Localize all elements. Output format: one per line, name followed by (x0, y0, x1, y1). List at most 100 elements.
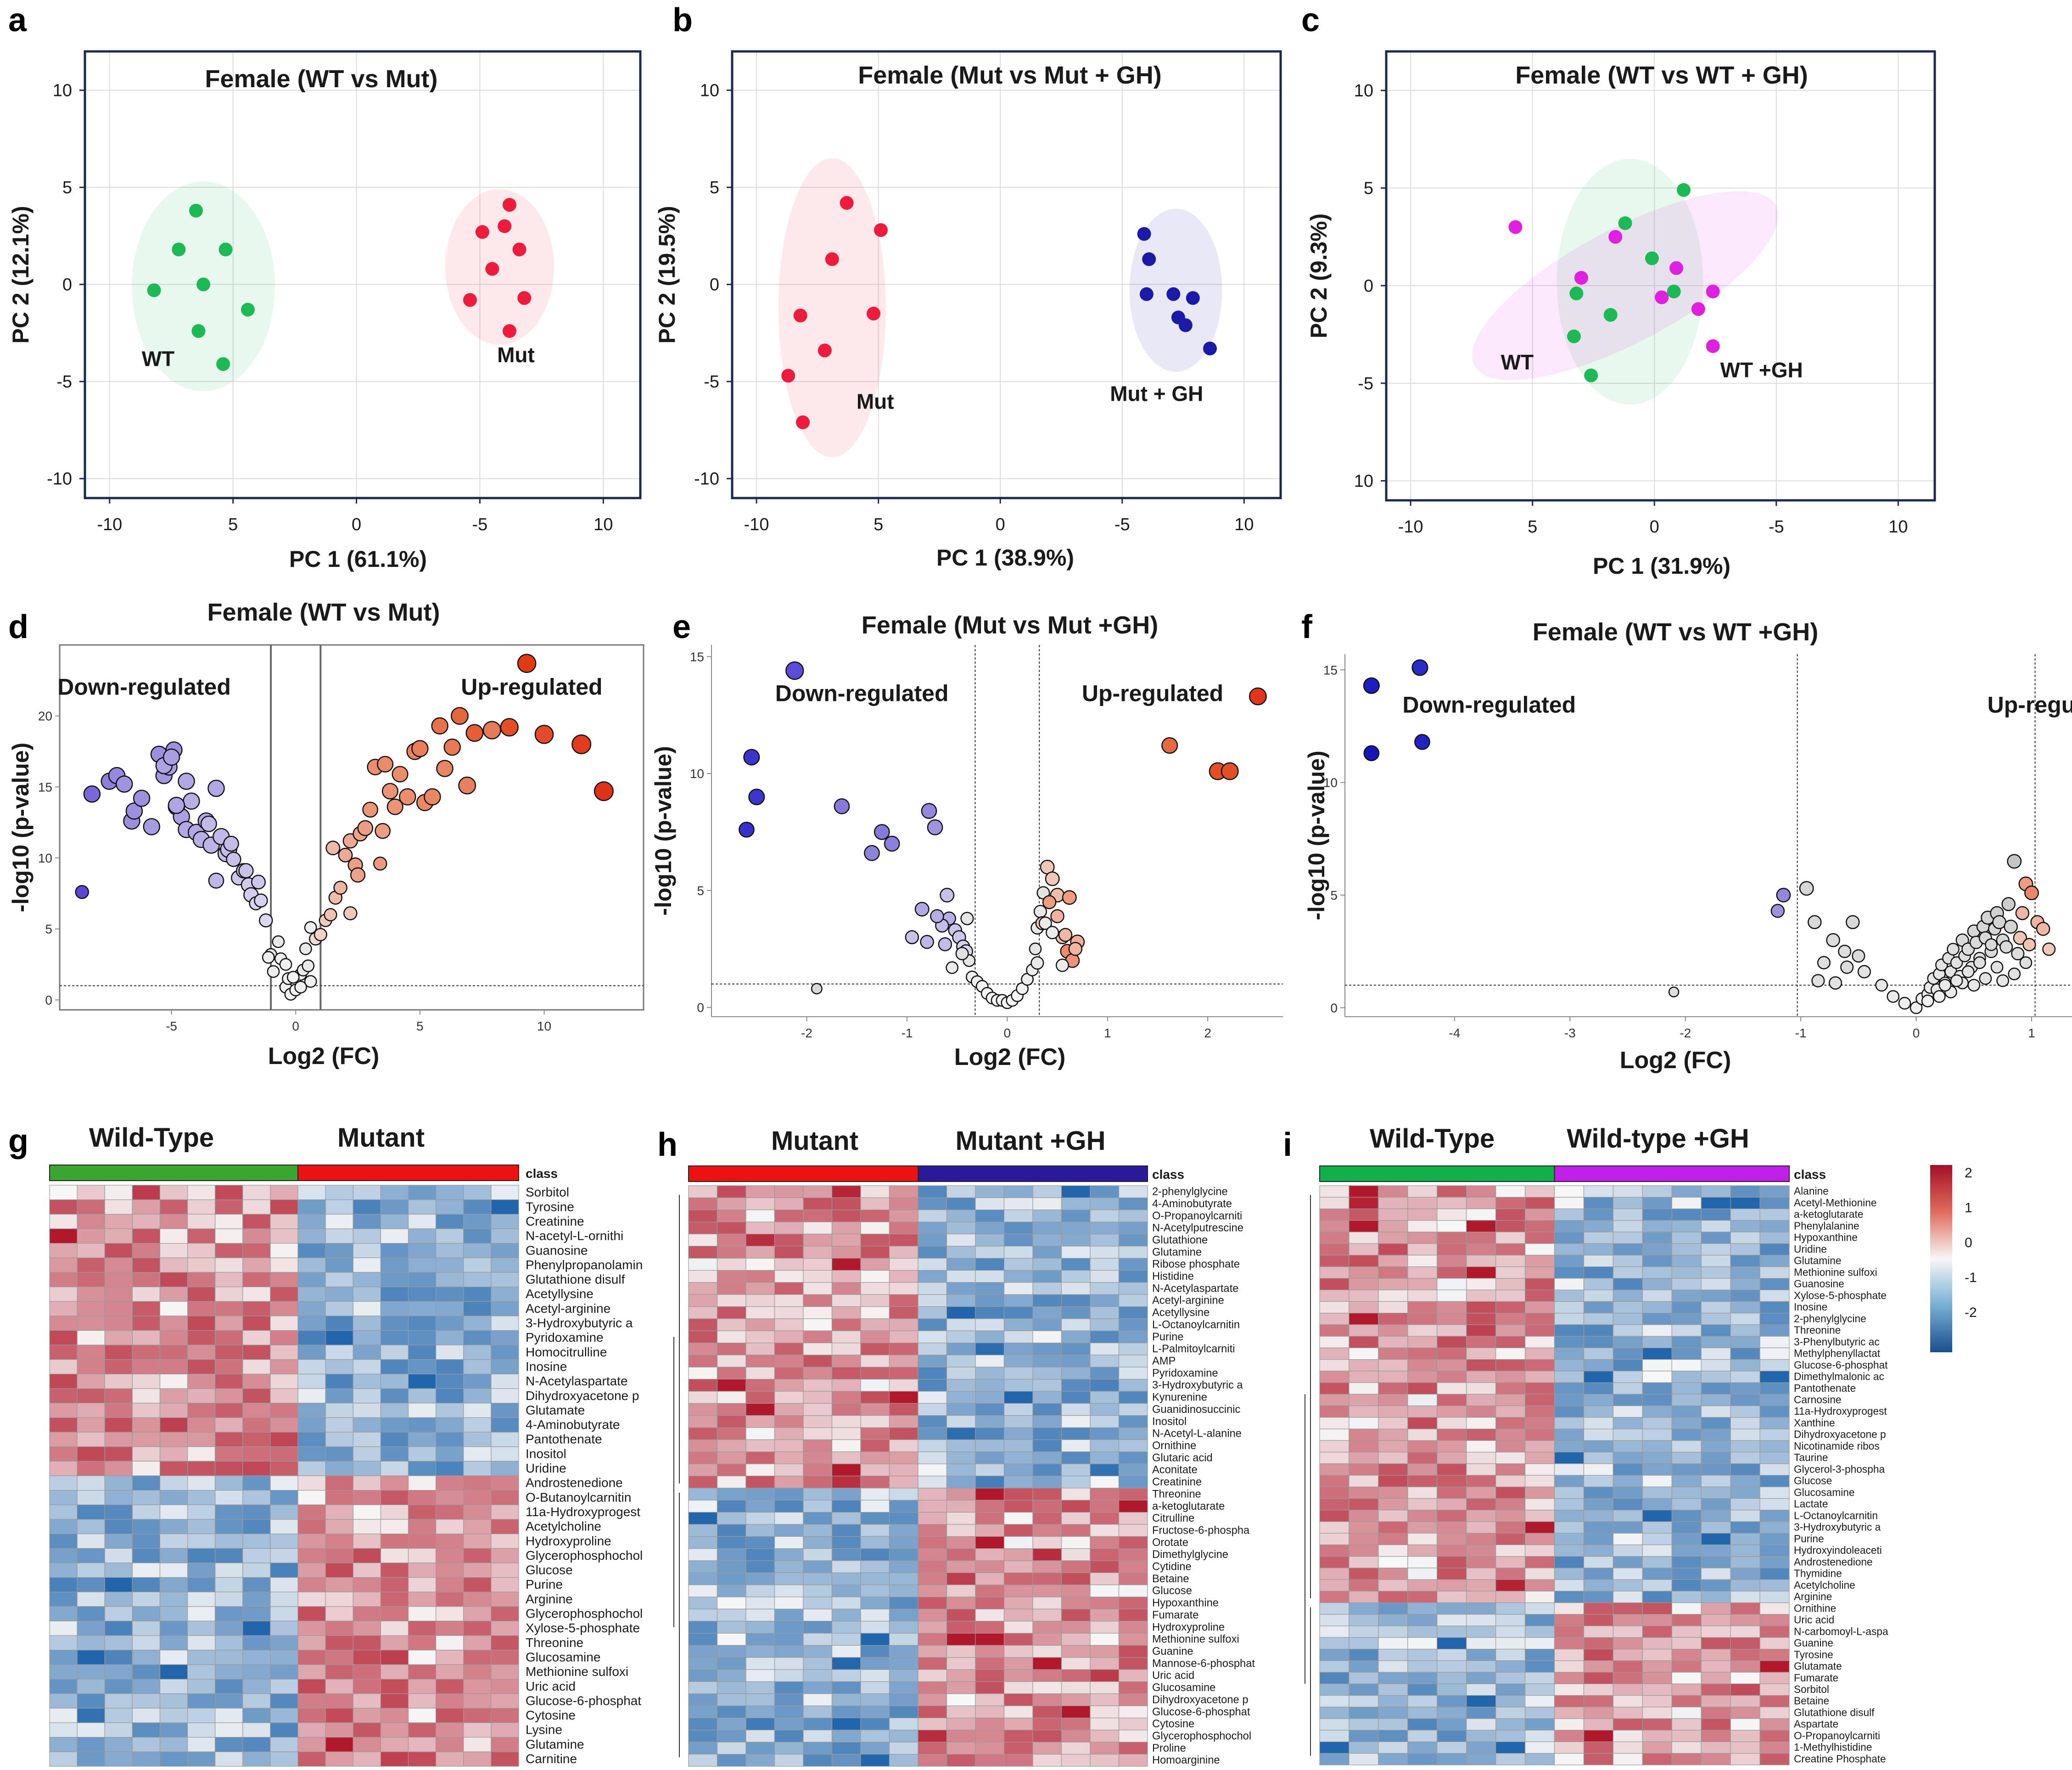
heatmap-cell (104, 1461, 133, 1476)
heatmap-cell (49, 1373, 78, 1389)
heatmap-cell (491, 1722, 519, 1738)
heatmap-cell (1118, 1355, 1148, 1367)
heatmap-cell (946, 1451, 976, 1464)
heatmap-cell (380, 1722, 409, 1738)
heatmap-cell (1437, 1730, 1467, 1742)
volcano-point (594, 781, 614, 801)
heatmap-cell (745, 1548, 775, 1561)
volcano-point (1221, 762, 1239, 780)
heatmap-cell (717, 1500, 746, 1513)
heatmap-cell (1349, 1243, 1379, 1256)
heatmap-cell (946, 1306, 976, 1319)
heatmap-cell (1466, 1394, 1496, 1406)
heatmap-cell (1090, 1463, 1120, 1477)
heatmap-cell (1759, 1695, 1790, 1708)
y-tick-label: 5 (62, 178, 72, 197)
x-tick-label: 0 (292, 1019, 299, 1033)
heatmap-cell (717, 1403, 746, 1416)
heatmap-cell (463, 1243, 492, 1258)
row-label: Pyridoxamine (526, 1330, 604, 1344)
heatmap-cell (1032, 1621, 1062, 1634)
heatmap-cell (1613, 1324, 1643, 1337)
heatmap-cell (1349, 1313, 1379, 1325)
heatmap-cell (860, 1754, 890, 1767)
heatmap-cell (860, 1705, 890, 1719)
heatmap-cell (1671, 1451, 1702, 1464)
volcano-point (960, 912, 974, 925)
volcano-point (338, 847, 353, 863)
heatmap-cell (1759, 1498, 1790, 1511)
heatmap-cell (946, 1657, 976, 1670)
pca-point (1669, 261, 1684, 275)
volcano-point (1838, 945, 1852, 958)
x-tick-label: 0 (1650, 517, 1659, 537)
heatmap-cell (1003, 1754, 1033, 1767)
heatmap-cell (860, 1524, 890, 1537)
class-bar-group1 (1319, 1165, 1555, 1182)
heatmap-cell (77, 1272, 105, 1288)
heatmap-cell (1437, 1463, 1467, 1476)
heatmap-cell (77, 1548, 105, 1563)
heatmap-cell (1061, 1427, 1091, 1440)
heatmap-cell (1554, 1683, 1585, 1696)
heatmap-cell (1003, 1560, 1033, 1573)
heatmap-cell (1759, 1568, 1790, 1580)
heatmap-cell (1378, 1324, 1408, 1337)
volcano-point (1038, 916, 1052, 930)
heatmap-cell (408, 1330, 437, 1345)
heatmap-cell (889, 1717, 918, 1731)
heatmap-cell (1437, 1440, 1467, 1453)
heatmap-cell (491, 1199, 519, 1215)
heatmap-cell (1090, 1306, 1120, 1319)
heatmap-cell (1730, 1533, 1760, 1546)
heatmap-cell (408, 1548, 437, 1563)
volcano-point (1973, 956, 1986, 969)
heatmap-cell (1642, 1324, 1672, 1337)
heatmap-cell (159, 1199, 188, 1215)
heatmap-cell (242, 1403, 271, 1418)
heatmap-cell (688, 1717, 718, 1731)
pca-point (498, 219, 512, 233)
heatmap-cell (688, 1451, 718, 1464)
pca-point (196, 277, 211, 291)
heatmap-cell (325, 1214, 353, 1229)
heatmap-cell (1090, 1233, 1120, 1247)
heatmap-cell (1730, 1730, 1760, 1742)
row-label: Cytosine (526, 1708, 576, 1722)
heatmap-cell (436, 1563, 464, 1578)
heatmap-cell (1671, 1347, 1702, 1360)
heatmap-cell (1032, 1282, 1062, 1295)
heatmap-cell (1319, 1741, 1350, 1754)
heatmap-cell (1730, 1753, 1760, 1765)
x-axis-label: PC 1 (31.9%) (1593, 553, 1730, 579)
heatmap-cell (745, 1536, 775, 1549)
heatmap-cell (159, 1548, 188, 1563)
volcano-point (1770, 904, 1785, 918)
heatmap-cell (1583, 1463, 1613, 1476)
heatmap-cell (491, 1577, 519, 1592)
x-tick-label: 0 (1913, 1026, 1920, 1040)
group-title-2: Wild-type +GH (1567, 1124, 1749, 1154)
heatmap-cell (1319, 1579, 1350, 1591)
heatmap-cell (918, 1197, 947, 1210)
row-label: Carnitine (526, 1752, 577, 1766)
heatmap-cell (1524, 1278, 1555, 1290)
heatmap-cell (889, 1596, 918, 1609)
heatmap-cell (1524, 1521, 1555, 1534)
heatmap-cell (774, 1343, 804, 1356)
heatmap-cell (297, 1301, 326, 1316)
heatmap-cell (1118, 1572, 1148, 1585)
row-label: Glucosamine (1794, 1486, 1855, 1498)
heatmap-cell (1349, 1185, 1379, 1198)
pca-point (781, 369, 795, 383)
pca-point (502, 324, 516, 338)
heatmap-cell (1642, 1591, 1672, 1603)
volcano-point (143, 818, 161, 835)
heatmap-cell (1524, 1243, 1555, 1256)
heatmap-cell (1613, 1614, 1643, 1626)
heatmap-cell (436, 1432, 464, 1447)
heatmap-cell (242, 1272, 271, 1288)
heatmap-cell (353, 1635, 381, 1651)
heatmap-cell (918, 1596, 947, 1609)
